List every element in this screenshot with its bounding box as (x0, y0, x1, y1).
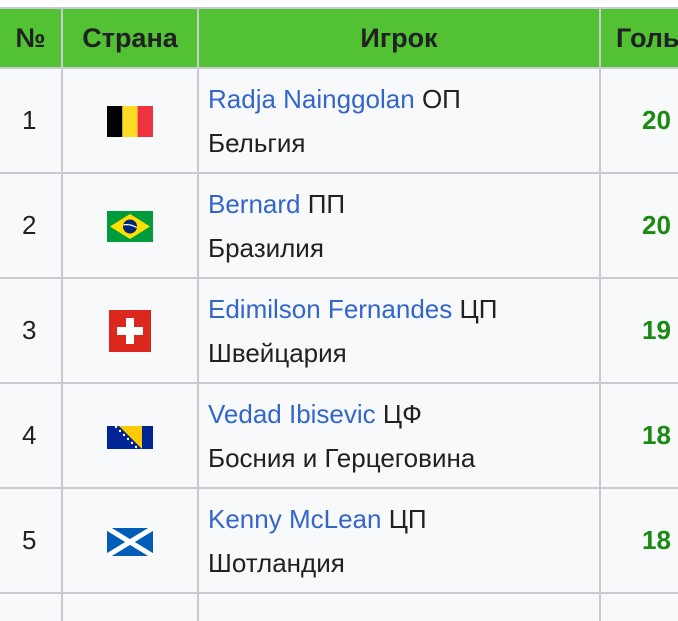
table-header-row: № Страна Игрок Голы (0, 7, 678, 69)
header-number[interactable]: № (0, 7, 63, 69)
header-goals[interactable]: Голы (599, 7, 678, 69)
belgium-flag-icon[interactable] (107, 105, 153, 137)
goals-cell: 18 (599, 487, 678, 594)
player-position: ОП (421, 83, 461, 114)
player-country: Босния и Герцеговина (208, 442, 476, 473)
country-cell (61, 592, 199, 621)
country-cell (61, 277, 199, 384)
player-link[interactable]: Kenny McLean (208, 503, 382, 534)
rank-cell: 4 (0, 382, 63, 489)
goals-cell: 19 (599, 277, 678, 384)
goals-cell: 20 (599, 67, 678, 174)
player-cell: Radja Nainggolan ОП Бельгия (197, 67, 601, 174)
scotland-flag-icon[interactable] (107, 528, 153, 557)
header-player[interactable]: Игрок (197, 7, 601, 69)
goals-cell (599, 592, 678, 621)
player-cell: Bernard ПП Бразилия (197, 172, 601, 279)
rank-cell (0, 592, 63, 621)
player-country: Бельгия (208, 127, 306, 158)
player-country: Швейцария (208, 337, 347, 368)
player-country: Шотландия (208, 547, 345, 578)
player-cell (197, 592, 601, 621)
player-cell: Edimilson Fernandes ЦП Швейцария (197, 277, 601, 384)
country-cell (61, 382, 199, 489)
player-cell: Kenny McLean ЦП Шотландия (197, 487, 601, 594)
country-cell (61, 172, 199, 279)
table-row: 2 Bernard ПП Бразилия 20 (0, 172, 678, 279)
goals-cell: 18 (599, 382, 678, 489)
player-country: Бразилия (208, 232, 324, 263)
player-position: ПП (307, 188, 346, 219)
table-row: 5 Kenny McLean ЦП Шотландия 18 (0, 487, 678, 594)
table-row: 1 Radja Nainggolan ОП Бельгия 20 (0, 67, 678, 174)
bosnia-flag-icon[interactable] (107, 425, 153, 449)
player-link[interactable]: Vedad Ibisevic (208, 398, 376, 429)
table-row: 4 Vedad Ibisevic ЦФ Босния и Герцеговина… (0, 382, 678, 489)
country-cell (61, 67, 199, 174)
player-cell: Vedad Ibisevic ЦФ Босния и Герцеговина (197, 382, 601, 489)
goals-cell: 20 (599, 172, 678, 279)
rank-cell: 3 (0, 277, 63, 384)
header-country[interactable]: Страна (61, 7, 199, 69)
switzerland-flag-icon[interactable] (109, 309, 151, 352)
player-link[interactable]: Bernard (208, 188, 301, 219)
player-position: ЦП (388, 503, 427, 534)
player-position: ЦФ (382, 398, 422, 429)
table-row-partial (0, 592, 678, 621)
country-cell (61, 487, 199, 594)
rank-cell: 5 (0, 487, 63, 594)
player-link[interactable]: Radja Nainggolan (208, 83, 415, 114)
brazil-flag-icon[interactable] (107, 210, 153, 242)
rank-cell: 1 (0, 67, 63, 174)
top-scorers-table: № Страна Игрок Голы 1 Radja Nainggolan О… (0, 7, 678, 621)
player-link[interactable]: Edimilson Fernandes (208, 293, 453, 324)
table-row: 3 Edimilson Fernandes ЦП Швейцария 19 (0, 277, 678, 384)
rank-cell: 2 (0, 172, 63, 279)
player-position: ЦП (459, 293, 498, 324)
